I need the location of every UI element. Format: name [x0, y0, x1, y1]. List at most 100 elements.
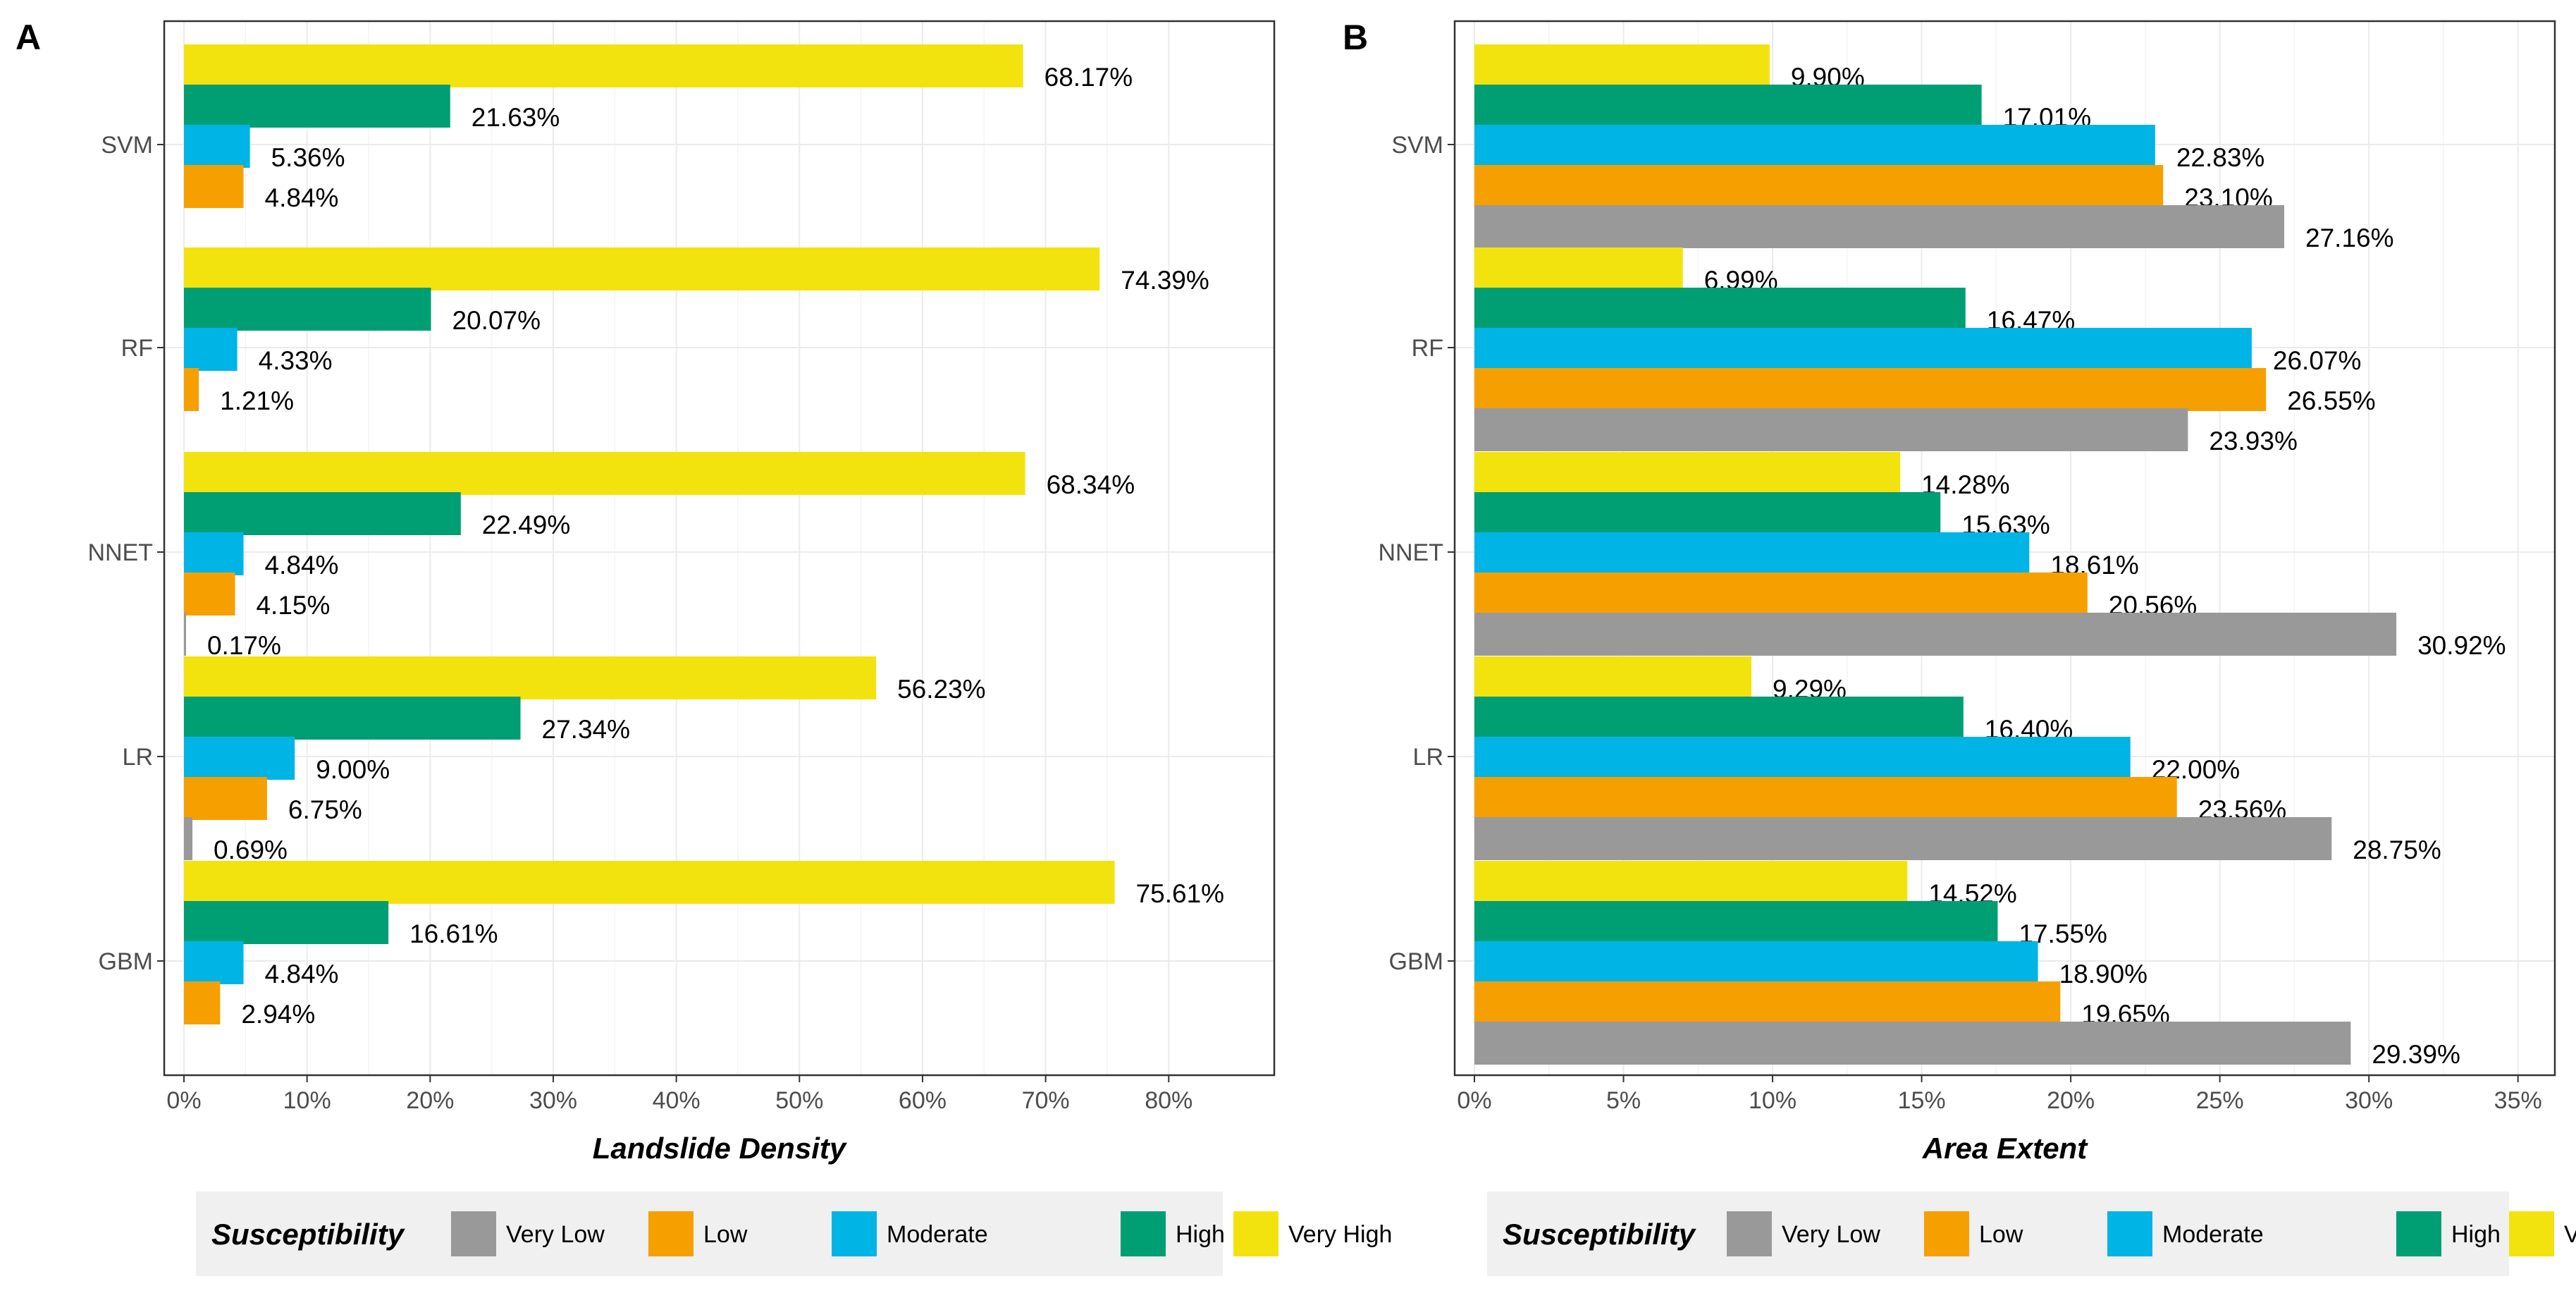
- legend-key-low[interactable]: [1924, 1211, 1969, 1256]
- legend-label-very-high: Very High: [2564, 1221, 2576, 1248]
- category-label-svm: SVM: [1391, 132, 1443, 159]
- bar-rf-high[interactable]: [1474, 288, 1966, 331]
- bar-lr-moderate[interactable]: [184, 737, 295, 780]
- panel-b: 9.90%17.01%22.83%23.10%27.16%SVM6.99%16.…: [1343, 18, 2576, 1276]
- bar-rf-moderate[interactable]: [1474, 328, 2252, 371]
- bar-rf-low[interactable]: [1474, 368, 2267, 411]
- bar-gbm-very-high[interactable]: [184, 861, 1115, 904]
- data-label-gbm-very-low: 29.39%: [2372, 1040, 2460, 1069]
- bar-nnet-moderate[interactable]: [184, 532, 244, 575]
- category-label-nnet: NNET: [87, 539, 153, 566]
- bar-svm-moderate[interactable]: [184, 125, 250, 168]
- bar-svm-very-high[interactable]: [184, 44, 1023, 87]
- x-tick-label: 40%: [653, 1087, 701, 1114]
- legend-key-high[interactable]: [1121, 1211, 1166, 1256]
- bar-rf-low[interactable]: [184, 368, 199, 411]
- bar-nnet-low[interactable]: [184, 573, 235, 616]
- x-tick-label: 20%: [406, 1087, 454, 1114]
- bar-nnet-high[interactable]: [1474, 492, 1941, 535]
- panel-a: 68.17% 21.63% 5.36% 4.84% SVM 74.39% 20.07% 4.3…: [16, 18, 1392, 1276]
- bar-lr-low[interactable]: [1474, 777, 2177, 820]
- legend-key-high[interactable]: [2396, 1211, 2441, 1256]
- bar-rf-very-low[interactable]: [1474, 408, 2188, 451]
- x-tick-label: 50%: [775, 1087, 823, 1114]
- bar-svm-very-low[interactable]: [1474, 205, 2285, 248]
- data-label-rf-high: 20.07%: [452, 306, 541, 335]
- bar-nnet-low[interactable]: [1474, 573, 2088, 616]
- legend-key-very-high[interactable]: [2509, 1211, 2554, 1256]
- bar-gbm-low[interactable]: [1474, 981, 2061, 1024]
- data-label-nnet-high: 22.49%: [482, 510, 571, 539]
- legend-label-very-low: Very Low: [506, 1221, 605, 1248]
- x-tick-label: 0%: [1457, 1087, 1491, 1114]
- bar-lr-high[interactable]: [184, 697, 521, 740]
- legend-title: Susceptibility: [211, 1218, 406, 1251]
- bar-rf-very-high[interactable]: [184, 247, 1100, 290]
- legend-title: Susceptibility: [1503, 1218, 1697, 1251]
- category-label-lr: LR: [123, 744, 153, 771]
- legend-key-very-low[interactable]: [451, 1211, 496, 1256]
- category-label-gbm: GBM: [99, 948, 153, 975]
- panel-letter: A: [16, 18, 41, 57]
- bar-svm-high[interactable]: [184, 85, 450, 128]
- bar-svm-moderate[interactable]: [1474, 125, 2155, 168]
- bar-rf-very-high[interactable]: [1474, 247, 1683, 290]
- legend-box: [1487, 1192, 2509, 1276]
- data-label-svm-moderate: 22.83%: [2176, 143, 2265, 172]
- bar-lr-high[interactable]: [1474, 697, 1964, 740]
- bar-lr-very-low[interactable]: [1474, 817, 2332, 860]
- bar-nnet-very-high[interactable]: [1474, 452, 1901, 495]
- bar-lr-very-low[interactable]: [184, 817, 193, 860]
- category-label-gbm: GBM: [1389, 948, 1443, 975]
- category-label-svm: SVM: [101, 132, 153, 159]
- bar-nnet-very-high[interactable]: [184, 452, 1025, 495]
- x-tick-label: 30%: [529, 1087, 577, 1114]
- legend-key-low[interactable]: [648, 1211, 694, 1256]
- bar-lr-very-high[interactable]: [184, 656, 877, 699]
- bar-lr-low[interactable]: [184, 777, 267, 820]
- bar-gbm-high[interactable]: [1474, 901, 1998, 944]
- legend-label-moderate: Moderate: [887, 1221, 988, 1248]
- bar-nnet-moderate[interactable]: [1474, 532, 2030, 575]
- x-tick-label: 20%: [2047, 1087, 2095, 1114]
- data-label-gbm-moderate: 4.84%: [265, 960, 339, 988]
- x-axis-title: Landslide Density: [593, 1132, 848, 1165]
- data-label-gbm-low: 2.94%: [241, 1000, 315, 1029]
- legend-key-very-high[interactable]: [1233, 1211, 1278, 1256]
- bar-gbm-moderate[interactable]: [1474, 941, 2038, 984]
- data-label-rf-moderate: 4.33%: [259, 346, 333, 375]
- data-label-lr-very-low: 0.69%: [214, 835, 288, 864]
- bar-lr-moderate[interactable]: [1474, 737, 2131, 780]
- data-label-lr-very-high: 56.23%: [897, 675, 986, 704]
- data-label-rf-very-high: 74.39%: [1121, 266, 1209, 295]
- x-tick-label: 5%: [1606, 1087, 1641, 1114]
- bar-svm-high[interactable]: [1474, 85, 1982, 128]
- x-tick-label: 70%: [1022, 1087, 1070, 1114]
- legend-label-very-high: Very High: [1288, 1221, 1392, 1248]
- legend-key-moderate[interactable]: [2107, 1211, 2152, 1256]
- bar-rf-moderate[interactable]: [184, 328, 238, 371]
- bar-lr-very-high[interactable]: [1474, 656, 1752, 699]
- data-label-lr-low: 6.75%: [288, 795, 362, 824]
- bar-gbm-very-high[interactable]: [1474, 861, 1908, 904]
- bar-rf-high[interactable]: [184, 288, 431, 331]
- bar-gbm-low[interactable]: [184, 981, 221, 1024]
- data-label-lr-moderate: 9.00%: [316, 755, 390, 784]
- bar-gbm-high[interactable]: [184, 901, 389, 944]
- bar-svm-low[interactable]: [1474, 165, 2164, 208]
- bar-nnet-very-low[interactable]: [184, 613, 186, 656]
- bar-nnet-high[interactable]: [184, 492, 461, 535]
- x-tick-label: 0%: [166, 1087, 201, 1114]
- bar-svm-very-high[interactable]: [1474, 44, 1770, 87]
- data-label-gbm-high: 16.61%: [409, 919, 498, 948]
- legend-label-high: High: [1176, 1221, 1225, 1248]
- data-label-lr-high: 27.34%: [542, 715, 631, 744]
- legend-key-very-low[interactable]: [1727, 1211, 1772, 1256]
- bar-svm-low[interactable]: [184, 165, 244, 208]
- bar-gbm-very-low[interactable]: [1474, 1022, 2351, 1065]
- bar-nnet-very-low[interactable]: [1474, 613, 2397, 656]
- legend-label-low: Low: [1979, 1221, 2023, 1248]
- legend-key-moderate[interactable]: [832, 1211, 877, 1256]
- bar-gbm-moderate[interactable]: [184, 941, 244, 984]
- x-tick-label: 60%: [899, 1087, 947, 1114]
